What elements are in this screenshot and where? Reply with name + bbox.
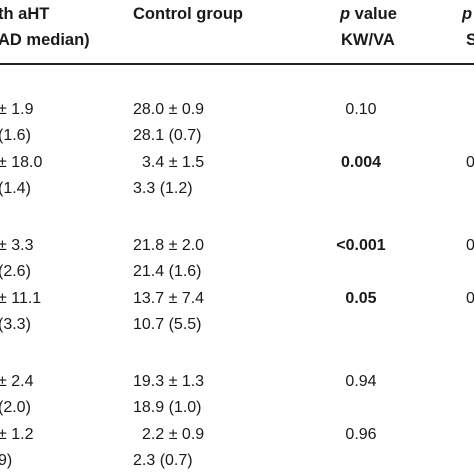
row4-group-mean: ± 11.1: [0, 290, 42, 307]
row1-control-median: 28.1 (0.7): [133, 127, 202, 144]
col-group-header-line2: AD median): [0, 31, 90, 49]
row3-group-median: (2.6): [0, 263, 31, 280]
row3-partial-col: 0: [466, 237, 474, 254]
row6-group-median: 9): [0, 452, 13, 469]
row6-control-median: 2.3 (0.7): [133, 452, 193, 469]
row1-group-mean: ± 1.9: [0, 101, 34, 118]
row2-group-median: (1.4): [0, 180, 31, 197]
row6-p-value: 0.96: [345, 426, 377, 443]
row3-p-value: <0.001: [336, 237, 386, 254]
row3-group-mean: ± 3.3: [0, 237, 34, 254]
row5-p-value: 0.94: [345, 373, 377, 390]
row2-partial-col: 0: [466, 154, 474, 171]
row6-group-mean: ± 1.2: [0, 426, 34, 443]
row1-p-value: 0.10: [345, 101, 377, 118]
row3-control-mean: 21.8 ± 2.0: [133, 237, 205, 254]
col-control-header: Control group: [133, 5, 243, 23]
row2-control-mean: 3.4 ± 1.5: [142, 154, 205, 171]
row1-group-median: (1.6): [0, 127, 31, 144]
row4-partial-col: 0: [466, 290, 474, 307]
row4-group-median: (3.3): [0, 316, 31, 333]
col-pvalue-header-line1: p value: [340, 4, 397, 24]
col-pvalue-header-line2: KW/VA: [341, 31, 395, 49]
col-partial-header-line2: S: [466, 31, 474, 49]
row2-group-mean: ± 18.0: [0, 154, 43, 171]
row4-p-value: 0.05: [345, 290, 377, 307]
row5-control-mean: 19.3 ± 1.3: [133, 373, 205, 390]
col-group-header-line1: th aHT: [0, 5, 50, 23]
row5-group-median: (2.0): [0, 399, 31, 416]
row6-control-mean: 2.2 ± 0.9: [142, 426, 205, 443]
row1-control-mean: 28.0 ± 0.9: [133, 101, 205, 118]
row5-control-median: 18.9 (1.0): [133, 399, 202, 416]
row3-control-median: 21.4 (1.6): [133, 263, 202, 280]
header-rule: [0, 63, 474, 65]
row2-p-value: 0.004: [340, 154, 382, 171]
row4-control-mean: 13.7 ± 7.4: [133, 290, 205, 307]
p-italic-label: p: [340, 5, 351, 23]
row5-group-mean: ± 2.4: [0, 373, 34, 390]
col-partial-header-line1: p: [462, 5, 473, 23]
p-value-word: value: [350, 5, 397, 23]
row2-control-median: 3.3 (1.2): [133, 180, 193, 197]
row4-control-median: 10.7 (5.5): [133, 316, 202, 333]
